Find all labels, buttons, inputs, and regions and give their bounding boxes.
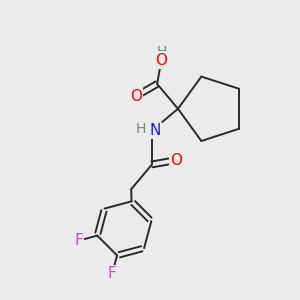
Text: N: N xyxy=(149,123,161,138)
Text: O: O xyxy=(130,88,142,104)
Text: H: H xyxy=(156,45,167,59)
Text: F: F xyxy=(74,233,83,248)
Text: O: O xyxy=(155,53,167,68)
Text: O: O xyxy=(170,153,182,168)
Text: F: F xyxy=(108,266,116,281)
Text: H: H xyxy=(136,122,146,136)
